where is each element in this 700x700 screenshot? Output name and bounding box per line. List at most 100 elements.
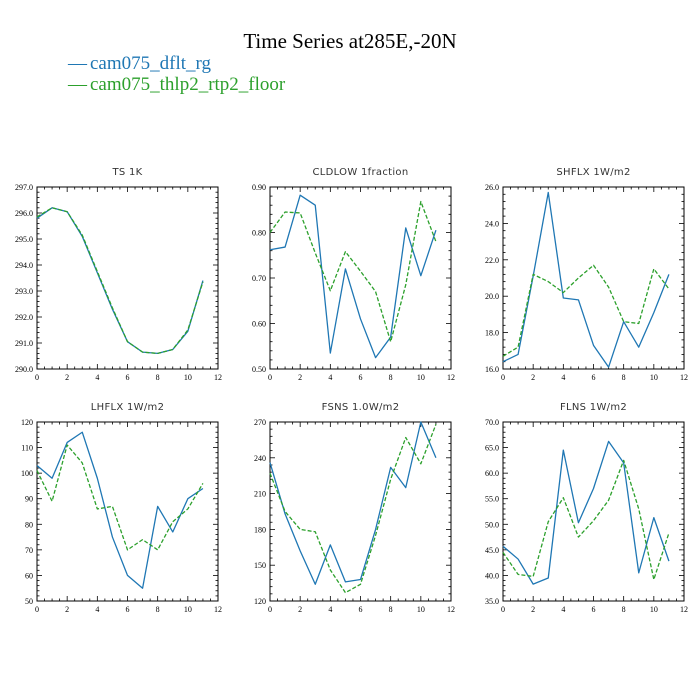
x-tick-label: 12 xyxy=(214,373,222,382)
y-tick-label: 24.0 xyxy=(485,219,499,228)
figure-title: Time Series at285E,-20N xyxy=(243,29,456,53)
x-tick-label: 2 xyxy=(531,605,535,614)
y-tick-label: 60 xyxy=(25,571,33,580)
panel-title: LHFLX 1W/m2 xyxy=(91,402,164,413)
x-tick-label: 2 xyxy=(298,373,302,382)
legend-label-series2: cam075_thlp2_rtp2_floor xyxy=(90,74,286,95)
x-tick-label: 2 xyxy=(65,605,69,614)
y-tick-label: 0.70 xyxy=(252,274,266,283)
y-tick-label: 297.0 xyxy=(15,183,33,192)
chart-panel: TS 1K 0 2 4 6 8 10 12 290.0 291.0 292.0 293.0 294.0 2… xyxy=(15,167,222,382)
x-tick-label: 6 xyxy=(126,605,130,614)
y-tick-label: 60.0 xyxy=(485,469,499,478)
x-tick-label: 0 xyxy=(35,605,39,614)
x-tick-label: 8 xyxy=(389,605,393,614)
x-tick-label: 6 xyxy=(126,373,130,382)
x-tick-label: 10 xyxy=(417,605,425,614)
y-tick-label: 40.0 xyxy=(485,571,499,580)
x-tick-label: 10 xyxy=(184,373,192,382)
chart-panel: CLDLOW 1fraction 0 2 4 6 8 10 12 0.50 0.60 0.70 0.8… xyxy=(252,167,455,382)
y-tick-label: 0.80 xyxy=(252,229,266,238)
x-tick-label: 4 xyxy=(561,605,565,614)
x-tick-label: 0 xyxy=(35,373,39,382)
y-tick-label: 45.0 xyxy=(485,546,499,555)
y-tick-label: 291.0 xyxy=(15,339,33,348)
y-tick-label: 50 xyxy=(25,597,33,606)
y-tick-label: 296.0 xyxy=(15,209,33,218)
x-tick-label: 0 xyxy=(268,373,272,382)
y-tick-label: 20.0 xyxy=(485,292,499,301)
panel-title: SHFLX 1W/m2 xyxy=(556,167,630,178)
y-tick-label: 55.0 xyxy=(485,495,499,504)
panel-title: CLDLOW 1fraction xyxy=(313,167,409,178)
panels-group: TS 1K 0 2 4 6 8 10 12 290.0 291.0 292.0 293.0 294.0 2… xyxy=(15,167,688,614)
y-tick-label: 26.0 xyxy=(485,183,499,192)
x-tick-label: 2 xyxy=(65,373,69,382)
x-tick-label: 6 xyxy=(592,605,596,614)
x-tick-label: 8 xyxy=(156,373,160,382)
series-line-thlp2-rtp2-floor xyxy=(502,264,670,357)
chart-panel: LHFLX 1W/m2 0 2 4 6 8 10 12 50 60 70 80 90 100 110 120 xyxy=(21,402,222,614)
y-tick-label: 18.0 xyxy=(485,329,499,338)
x-tick-label: 8 xyxy=(156,605,160,614)
x-tick-label: 12 xyxy=(447,605,455,614)
x-tick-label: 0 xyxy=(501,605,505,614)
y-tick-label: 90 xyxy=(25,495,33,504)
panel-title: FSNS 1.0W/m2 xyxy=(322,402,400,413)
panel-title: FLNS 1W/m2 xyxy=(560,402,627,413)
y-tick-label: 50.0 xyxy=(485,520,499,529)
x-tick-label: 8 xyxy=(389,373,393,382)
x-tick-label: 4 xyxy=(561,373,565,382)
series-line-dflt-rg xyxy=(36,431,204,589)
y-tick-label: 210 xyxy=(254,490,266,499)
legend-marker-series2: — xyxy=(67,74,88,95)
x-tick-label: 0 xyxy=(268,605,272,614)
x-tick-label: 6 xyxy=(359,373,363,382)
x-tick-label: 2 xyxy=(531,373,535,382)
legend-marker-series1: — xyxy=(67,53,88,74)
y-tick-label: 0.60 xyxy=(252,320,266,329)
y-tick-label: 240 xyxy=(254,454,266,463)
y-tick-label: 270 xyxy=(254,418,266,427)
x-tick-label: 0 xyxy=(501,373,505,382)
y-tick-label: 0.50 xyxy=(252,365,266,374)
y-tick-label: 0.90 xyxy=(252,183,266,192)
y-tick-label: 295.0 xyxy=(15,235,33,244)
y-tick-label: 110 xyxy=(21,444,33,453)
y-tick-label: 16.0 xyxy=(485,365,499,374)
series-line-dflt-rg xyxy=(502,191,670,368)
y-tick-label: 100 xyxy=(21,469,33,478)
y-tick-label: 80 xyxy=(25,520,33,529)
x-tick-label: 2 xyxy=(298,605,302,614)
x-tick-label: 4 xyxy=(328,373,332,382)
y-tick-label: 293.0 xyxy=(15,287,33,296)
x-tick-label: 12 xyxy=(214,605,222,614)
x-tick-label: 10 xyxy=(650,605,658,614)
y-tick-label: 180 xyxy=(254,525,266,534)
series-line-thlp2-rtp2-floor xyxy=(269,424,437,594)
x-tick-label: 4 xyxy=(95,373,99,382)
y-tick-label: 65.0 xyxy=(485,444,499,453)
legend-label-series1: cam075_dflt_rg xyxy=(90,53,212,74)
y-tick-label: 294.0 xyxy=(15,261,33,270)
x-tick-label: 12 xyxy=(447,373,455,382)
y-tick-label: 22.0 xyxy=(485,256,499,265)
chart-panel: FSNS 1.0W/m2 0 2 4 6 8 10 12 120 150 180 210 240 270 xyxy=(254,402,455,614)
x-tick-label: 10 xyxy=(184,605,192,614)
chart-panel: SHFLX 1W/m2 0 2 4 6 8 10 12 16.0 18.0 20.0 22.0 24.0… xyxy=(485,167,688,382)
x-tick-label: 12 xyxy=(680,605,688,614)
x-tick-label: 6 xyxy=(592,373,596,382)
x-tick-label: 10 xyxy=(417,373,425,382)
y-tick-label: 290.0 xyxy=(15,365,33,374)
y-tick-label: 120 xyxy=(21,418,33,427)
x-tick-label: 12 xyxy=(680,373,688,382)
chart-panel: FLNS 1W/m2 0 2 4 6 8 10 12 35.0 40.0 45.0 50.0 55.0 6… xyxy=(485,402,688,614)
panel-title: TS 1K xyxy=(111,167,142,178)
y-tick-label: 292.0 xyxy=(15,313,33,322)
x-tick-label: 8 xyxy=(622,605,626,614)
y-tick-label: 150 xyxy=(254,561,266,570)
series-line-dflt-rg xyxy=(269,194,437,359)
series-line-dflt-rg xyxy=(269,421,437,585)
